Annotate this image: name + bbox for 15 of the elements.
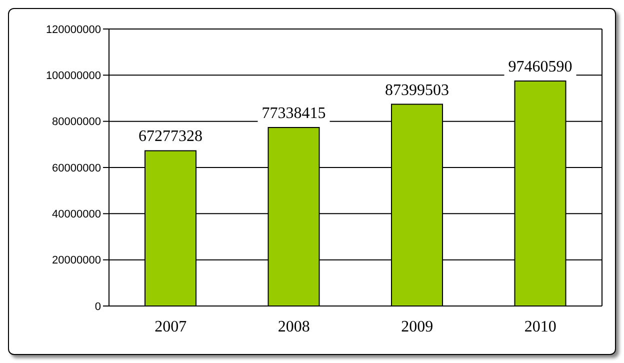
- data-label: 97460590: [508, 58, 572, 76]
- y-tick-label: 20000000: [52, 254, 101, 267]
- data-label: 87399503: [385, 82, 449, 99]
- y-tick-label: 120000000: [46, 24, 101, 36]
- y-tick-label: 0: [94, 300, 101, 313]
- x-tick-label: 2009: [401, 318, 434, 336]
- y-tick-label: 80000000: [52, 116, 101, 128]
- x-tick-label: 2010: [524, 318, 556, 336]
- x-tick-label: 2007: [154, 318, 187, 336]
- x-tick-label: 2008: [278, 318, 310, 336]
- y-tick-label: 40000000: [52, 208, 101, 221]
- data-label: 67277328: [138, 128, 202, 146]
- data-label: 77338415: [262, 104, 326, 122]
- y-tick-label: 100000000: [46, 70, 101, 82]
- y-tick-label: 60000000: [52, 162, 101, 174]
